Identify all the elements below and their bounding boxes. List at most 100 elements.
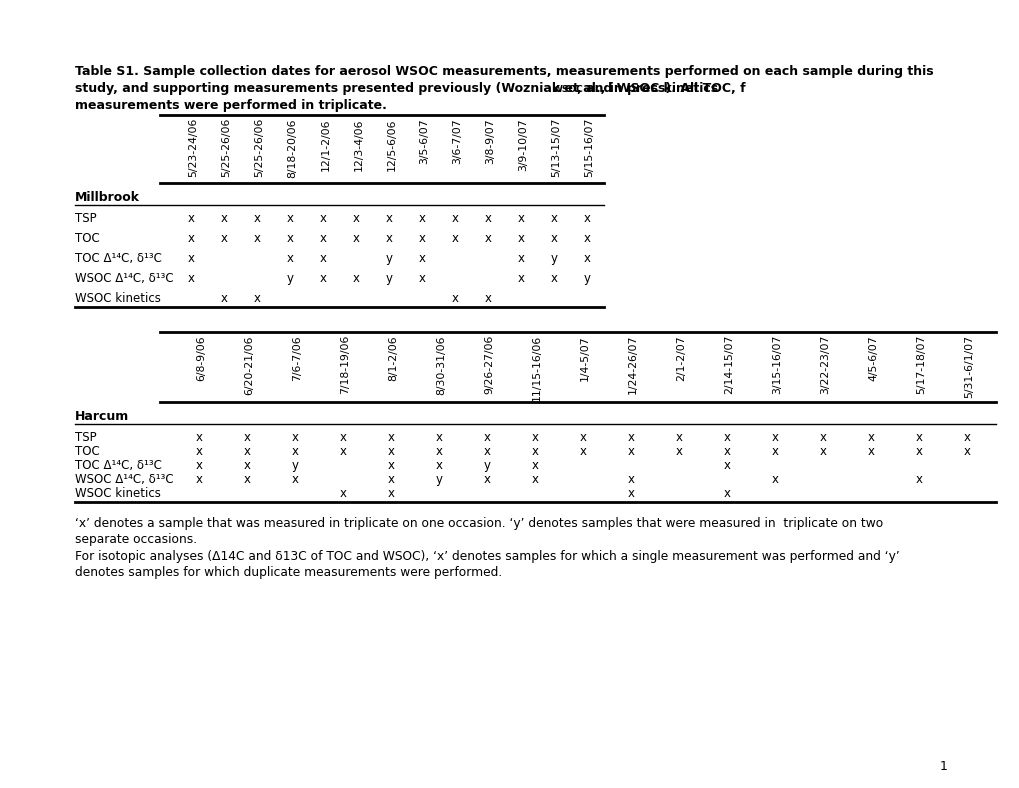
Text: 12/5-6/06: 12/5-6/06 xyxy=(386,118,396,170)
Text: x: x xyxy=(320,252,327,265)
Text: x: x xyxy=(244,459,251,472)
Text: x: x xyxy=(963,431,969,444)
Text: x: x xyxy=(244,473,251,486)
Text: 5/25-26/06: 5/25-26/06 xyxy=(221,118,231,177)
Text: x: x xyxy=(518,272,525,285)
Text: x: x xyxy=(675,445,682,458)
Text: x: x xyxy=(531,473,538,486)
Text: 3/5-6/07: 3/5-6/07 xyxy=(419,118,429,164)
Text: x: x xyxy=(221,212,228,225)
Text: y: y xyxy=(385,252,392,265)
Text: study, and supporting measurements presented previously (Wozniak et al., in pres: study, and supporting measurements prese… xyxy=(75,82,745,95)
Text: x: x xyxy=(584,232,590,245)
Text: x: x xyxy=(291,473,299,486)
Text: 5/25-26/06: 5/25-26/06 xyxy=(255,118,264,177)
Text: 7/6-7/06: 7/6-7/06 xyxy=(291,335,302,381)
Text: x: x xyxy=(531,431,538,444)
Text: x: x xyxy=(818,431,825,444)
Text: x: x xyxy=(435,459,442,472)
Text: separate occasions.: separate occasions. xyxy=(75,533,197,546)
Text: x: x xyxy=(584,212,590,225)
Text: x: x xyxy=(419,212,426,225)
Text: Millbrook: Millbrook xyxy=(75,191,140,204)
Text: 5/23-24/06: 5/23-24/06 xyxy=(189,118,199,177)
Text: TSP: TSP xyxy=(75,431,97,444)
Text: measurements were performed in triplicate.: measurements were performed in triplicat… xyxy=(75,99,386,112)
Text: 5/17-18/07: 5/17-18/07 xyxy=(915,335,925,394)
Text: WSOC kinetics: WSOC kinetics xyxy=(75,487,161,500)
Text: 3/9-10/07: 3/9-10/07 xyxy=(518,118,528,171)
Text: 5/15-16/07: 5/15-16/07 xyxy=(584,118,594,177)
Text: 6/8-9/06: 6/8-9/06 xyxy=(196,335,206,381)
Text: x: x xyxy=(339,487,346,500)
Text: x: x xyxy=(353,272,360,285)
Text: x: x xyxy=(339,431,346,444)
Text: 11/15-16/06: 11/15-16/06 xyxy=(532,335,541,401)
Text: 9/26-27/06: 9/26-27/06 xyxy=(484,335,493,394)
Text: x: x xyxy=(770,445,777,458)
Text: x: x xyxy=(339,445,346,458)
Text: WSOC Δ¹⁴C, δ¹³C: WSOC Δ¹⁴C, δ¹³C xyxy=(75,473,173,486)
Text: 1: 1 xyxy=(940,760,947,773)
Text: x: x xyxy=(196,473,203,486)
Text: x: x xyxy=(722,431,730,444)
Text: Harcum: Harcum xyxy=(75,410,129,423)
Text: x: x xyxy=(291,431,299,444)
Text: x: x xyxy=(254,232,261,245)
Text: x: x xyxy=(722,445,730,458)
Text: x: x xyxy=(187,272,195,285)
Text: x: x xyxy=(387,459,394,472)
Text: x: x xyxy=(385,212,392,225)
Text: x: x xyxy=(518,212,525,225)
Text: x: x xyxy=(550,272,557,285)
Text: 1/4-5/07: 1/4-5/07 xyxy=(580,335,589,381)
Text: x: x xyxy=(627,431,634,444)
Text: x: x xyxy=(866,431,873,444)
Text: x: x xyxy=(484,292,491,305)
Text: x: x xyxy=(387,431,394,444)
Text: x: x xyxy=(435,431,442,444)
Text: 7/18-19/06: 7/18-19/06 xyxy=(339,335,350,394)
Text: TOC: TOC xyxy=(75,445,100,458)
Text: x: x xyxy=(584,252,590,265)
Text: x: x xyxy=(770,473,777,486)
Text: 2/1-2/07: 2/1-2/07 xyxy=(676,335,686,381)
Text: x: x xyxy=(483,445,490,458)
Text: 5/31-6/1/07: 5/31-6/1/07 xyxy=(963,335,973,398)
Text: y: y xyxy=(385,272,392,285)
Text: x: x xyxy=(722,459,730,472)
Text: x: x xyxy=(866,445,873,458)
Text: x: x xyxy=(221,292,228,305)
Text: x: x xyxy=(286,212,293,225)
Text: WSOC Δ¹⁴C, δ¹³C: WSOC Δ¹⁴C, δ¹³C xyxy=(75,272,173,285)
Text: x: x xyxy=(579,431,586,444)
Text: TSP: TSP xyxy=(75,212,97,225)
Text: x: x xyxy=(419,252,426,265)
Text: 8/30-31/06: 8/30-31/06 xyxy=(435,335,445,395)
Text: x: x xyxy=(244,431,251,444)
Text: For isotopic analyses (Δ14C and δ13C of TOC and WSOC), ‘x’ denotes samples for w: For isotopic analyses (Δ14C and δ13C of … xyxy=(75,550,899,563)
Text: x: x xyxy=(353,232,360,245)
Text: x: x xyxy=(484,212,491,225)
Text: x: x xyxy=(531,459,538,472)
Text: 6/20-21/06: 6/20-21/06 xyxy=(244,335,254,395)
Text: y: y xyxy=(286,272,293,285)
Text: x: x xyxy=(627,445,634,458)
Text: WSOC kinetics: WSOC kinetics xyxy=(75,292,161,305)
Text: y: y xyxy=(435,473,442,486)
Text: x: x xyxy=(387,445,394,458)
Text: x: x xyxy=(353,212,360,225)
Text: , and WSOC kinetics: , and WSOC kinetics xyxy=(576,82,717,95)
Text: x: x xyxy=(675,431,682,444)
Text: TOC Δ¹⁴C, δ¹³C: TOC Δ¹⁴C, δ¹³C xyxy=(75,459,162,472)
Text: x: x xyxy=(320,272,327,285)
Text: x: x xyxy=(435,445,442,458)
Text: x: x xyxy=(387,487,394,500)
Text: x: x xyxy=(254,212,261,225)
Text: TOC Δ¹⁴C, δ¹³C: TOC Δ¹⁴C, δ¹³C xyxy=(75,252,162,265)
Text: y: y xyxy=(483,459,490,472)
Text: 3/15-16/07: 3/15-16/07 xyxy=(771,335,782,394)
Text: x: x xyxy=(291,445,299,458)
Text: 1/24-26/07: 1/24-26/07 xyxy=(628,335,637,394)
Text: x: x xyxy=(286,232,293,245)
